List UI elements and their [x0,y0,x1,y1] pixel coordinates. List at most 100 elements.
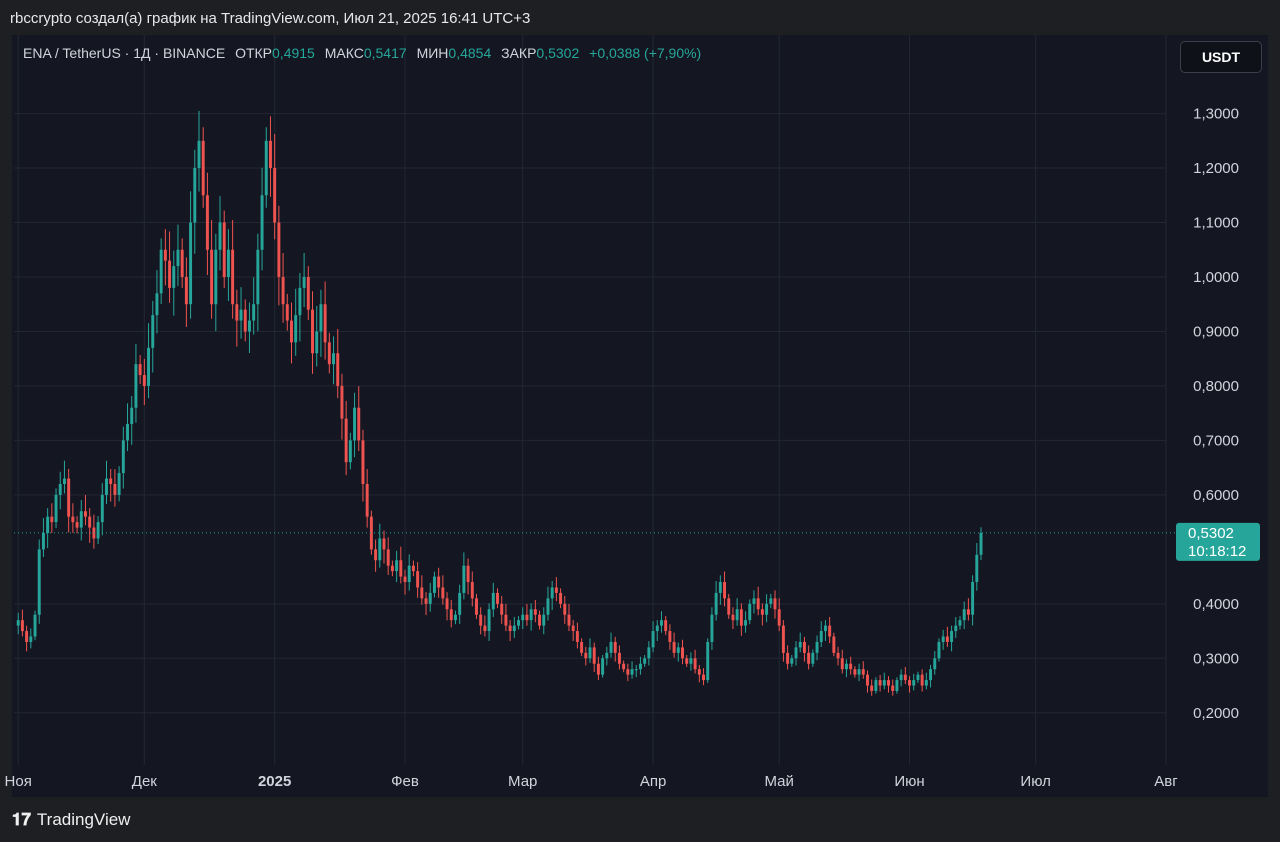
candle [874,677,878,694]
candle [857,663,861,682]
candle [67,468,71,533]
candle-body [601,658,605,675]
candle [609,632,613,658]
candle [777,598,781,632]
candle [807,645,811,670]
candle-body [180,249,184,277]
candle-body [176,249,180,267]
candle [319,289,323,357]
candle [823,620,827,641]
candle-body [651,631,655,648]
candle-body [609,641,613,653]
candle [470,571,474,607]
candle [25,625,29,652]
candle [399,546,403,584]
candle-body [395,560,399,572]
candle [231,220,235,319]
candle-body [201,140,205,196]
candle [361,429,365,502]
candle [332,336,336,385]
candle-body [441,587,445,599]
legend-low-value: 0,4854 [448,45,492,61]
candle-body [933,658,937,670]
candle-body [222,222,226,277]
candle [710,607,714,650]
candle-body [693,658,697,670]
price-tick-label: 0,2000 [1193,705,1239,722]
candle-body [718,582,722,593]
candle-body [407,565,411,583]
candle-body [37,549,41,615]
candle [954,616,958,638]
candle [306,266,310,320]
candle [302,253,306,308]
candle-body [218,222,222,250]
candle [529,603,533,631]
candle-body [874,680,878,691]
candle-body [828,625,832,637]
price-tick-label: 0,6000 [1193,487,1239,504]
candle-body [664,620,668,632]
candle-body [134,364,138,408]
candle-body [247,320,251,332]
price-tick-label: 1,1000 [1193,215,1239,232]
candle [626,663,630,682]
candle [247,302,251,354]
candle [100,483,104,536]
legend-low-label: МИН [416,45,449,61]
candle-body [521,614,525,621]
candle [285,293,289,331]
candle [416,562,420,598]
candle [386,537,390,575]
candle-body [903,674,907,681]
candle [542,607,546,635]
legend-open-value: 0,4915 [272,45,315,61]
candle [281,253,285,323]
candle [33,610,37,641]
tradingview-logo[interactable]: 𝟏𝟕 TradingView [12,810,130,830]
candle-body [197,140,201,169]
candle-body [496,592,499,604]
candle [702,668,705,686]
candle-body [475,598,478,615]
candle [815,635,819,661]
candle [130,396,134,445]
candle [424,592,428,616]
candle [748,599,752,625]
candle-body [16,620,20,626]
candle [105,460,108,505]
candle [638,656,642,675]
candle-body [924,680,928,686]
candle-body [252,304,256,321]
candle [937,638,941,662]
candle [432,571,436,598]
candle [769,593,773,609]
candle [672,632,676,658]
currency-button[interactable]: USDT [1180,41,1262,73]
candle-body [41,533,45,550]
candle-body [912,680,916,686]
chart-caption: rbccrypto создал(а) график на TradingVie… [10,10,531,27]
candle [622,660,626,673]
candle-body [836,652,840,659]
candle-body [500,603,504,615]
candle-body [861,669,865,675]
candle [475,593,478,619]
candle-body [130,407,134,425]
candle-body [832,636,836,653]
candle-body [105,478,108,495]
candle [735,598,739,626]
candle [92,514,96,549]
candle-body [336,353,340,386]
candle [681,639,684,665]
candle-body [231,249,235,305]
candle-body [630,669,634,675]
candle [861,661,865,679]
candle [521,607,525,630]
candle-body [428,592,432,604]
candle [147,323,151,399]
candle-body [117,473,121,495]
candle-body [214,249,218,305]
candle [151,300,155,373]
